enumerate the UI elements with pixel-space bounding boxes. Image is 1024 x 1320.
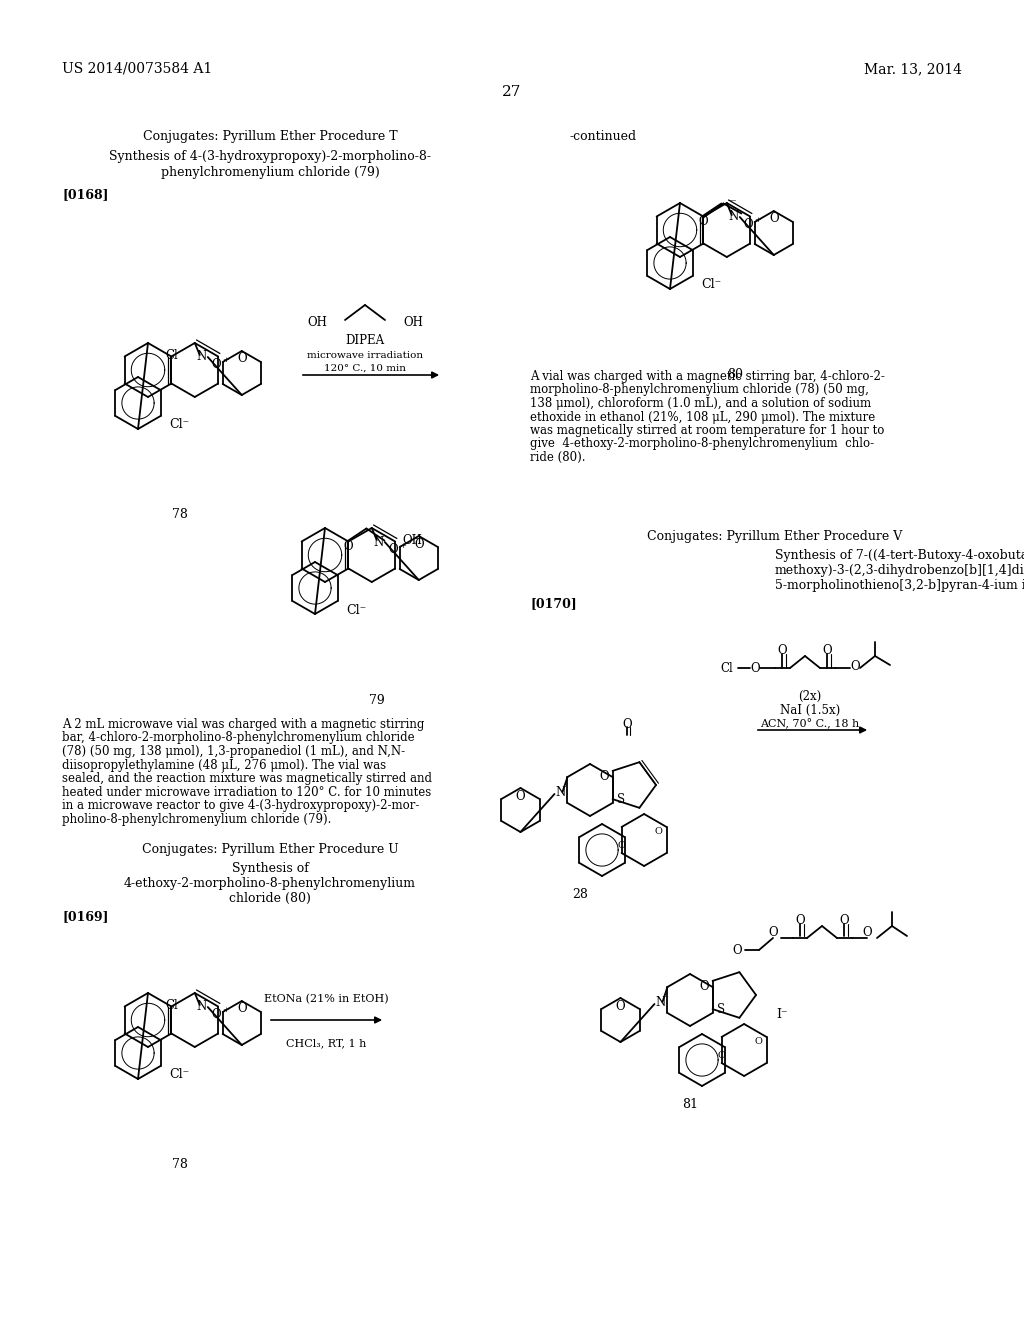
Text: —: — [727,197,735,205]
Text: O: O [777,644,786,656]
Text: 78: 78 [172,508,187,521]
Text: S: S [616,792,625,805]
Text: microwave irradiation: microwave irradiation [307,351,423,359]
Text: methoxy)-3-(2,3-dihydrobenzo[b][1,4]dioxin-6-yl)-: methoxy)-3-(2,3-dihydrobenzo[b][1,4]diox… [775,564,1024,577]
Text: O: O [414,537,424,550]
Text: OH: OH [403,315,423,329]
Text: Conjugates: Pyrillum Ether Procedure U: Conjugates: Pyrillum Ether Procedure U [141,843,398,855]
Text: bar, 4-chloro-2-morpholino-8-phenylchromenylium chloride: bar, 4-chloro-2-morpholino-8-phenylchrom… [62,731,415,744]
Text: chloride (80): chloride (80) [229,892,311,906]
Text: O: O [344,540,353,553]
Text: O: O [768,925,778,939]
Text: Synthesis of: Synthesis of [231,862,308,875]
Text: O: O [822,644,831,656]
Text: DIPEA: DIPEA [345,334,385,346]
Text: was magnetically stirred at room temperature for 1 hour to: was magnetically stirred at room tempera… [530,424,885,437]
Text: O: O [840,913,849,927]
Text: A vial was charged with a magnetic stirring bar, 4-chloro-2-: A vial was charged with a magnetic stirr… [530,370,885,383]
Text: I⁻: I⁻ [776,1008,787,1022]
Text: ethoxide in ethanol (21%, 108 μL, 290 μmol). The mixture: ethoxide in ethanol (21%, 108 μL, 290 μm… [530,411,876,424]
Text: US 2014/0073584 A1: US 2014/0073584 A1 [62,62,212,77]
Text: Cl⁻: Cl⁻ [170,1068,189,1081]
Text: O: O [600,771,609,784]
Text: N: N [374,536,384,549]
Text: N: N [197,351,207,363]
Text: give  4-ethoxy-2-morpholino-8-phenylchromenylium  chlo-: give 4-ethoxy-2-morpholino-8-phenylchrom… [530,437,874,450]
Text: O: O [718,1051,726,1060]
Text: Synthesis of 7-((4-tert-Butoxy-4-oxobutanoyloxy): Synthesis of 7-((4-tert-Butoxy-4-oxobuta… [775,549,1024,562]
Text: 81: 81 [682,1098,698,1111]
Text: Synthesis of 4-(3-hydroxypropoxy)-2-morpholino-8-: Synthesis of 4-(3-hydroxypropoxy)-2-morp… [109,150,431,162]
Text: ACN, 70° C., 18 h: ACN, 70° C., 18 h [761,718,859,730]
Text: pholino-8-phenylchromenylium chloride (79).: pholino-8-phenylchromenylium chloride (7… [62,813,332,825]
Text: NaI (1.5x): NaI (1.5x) [780,704,840,717]
Text: O: O [699,981,710,994]
Text: O: O [654,828,663,837]
Text: 79: 79 [369,693,385,706]
Text: OH: OH [402,535,422,546]
Text: N: N [655,995,666,1008]
Text: (2x): (2x) [799,689,821,702]
Text: O: O [732,944,741,957]
Text: N: N [729,210,739,223]
Text: O: O [750,661,760,675]
Text: A 2 mL microwave vial was charged with a magnetic stirring: A 2 mL microwave vial was charged with a… [62,718,424,731]
Text: 4-ethoxy-2-morpholino-8-phenylchromenylium: 4-ethoxy-2-morpholino-8-phenylchromenyli… [124,876,416,890]
Text: Cl: Cl [165,999,178,1012]
Text: EtONa (21% in EtOH): EtONa (21% in EtOH) [264,994,388,1005]
Text: [0169]: [0169] [62,909,109,923]
Text: O: O [755,1038,763,1047]
Text: O: O [615,999,626,1012]
Text: Cl: Cl [165,348,178,362]
Text: +: + [398,541,406,549]
Text: phenylchromenylium chloride (79): phenylchromenylium chloride (79) [161,166,379,180]
Text: +: + [222,1006,228,1015]
Text: O: O [211,1008,221,1020]
Text: N: N [555,785,565,799]
Text: O: O [388,543,398,556]
Text: O: O [862,925,871,939]
Text: Cl⁻: Cl⁻ [347,603,367,616]
Text: in a microwave reactor to give 4-(3-hydroxypropoxy)-2-mor-: in a microwave reactor to give 4-(3-hydr… [62,799,420,812]
Text: 138 μmol), chloroform (1.0 mL), and a solution of sodium: 138 μmol), chloroform (1.0 mL), and a so… [530,397,871,411]
Text: O: O [850,660,859,672]
Text: O: O [769,213,778,226]
Text: CHCl₃, RT, 1 h: CHCl₃, RT, 1 h [286,1038,367,1048]
Text: 28: 28 [572,888,588,902]
Text: Conjugates: Pyrillum Ether Procedure T: Conjugates: Pyrillum Ether Procedure T [142,129,397,143]
Text: N: N [197,1001,207,1014]
Text: 80: 80 [727,368,742,381]
Text: 27: 27 [503,84,521,99]
Text: O: O [237,352,247,366]
Text: Conjugates: Pyrillum Ether Procedure V: Conjugates: Pyrillum Ether Procedure V [647,531,902,543]
Text: Cl⁻: Cl⁻ [701,279,722,292]
Text: heated under microwave irradiation to 120° C. for 10 minutes: heated under microwave irradiation to 12… [62,785,431,799]
Text: +: + [222,356,228,364]
Text: O: O [211,358,221,371]
Text: +: + [754,216,761,224]
Text: -continued: -continued [570,129,637,143]
Text: (78) (50 mg, 138 μmol), 1,3-propanediol (1 mL), and N,N-: (78) (50 mg, 138 μmol), 1,3-propanediol … [62,744,406,758]
Text: Cl: Cl [720,661,733,675]
Text: O: O [623,718,632,731]
Text: Mar. 13, 2014: Mar. 13, 2014 [864,62,962,77]
Text: Cl⁻: Cl⁻ [170,418,189,432]
Text: OH: OH [307,315,327,329]
Text: sealed, and the reaction mixture was magnetically stirred and: sealed, and the reaction mixture was mag… [62,772,432,785]
Text: 5-morpholinothieno[3,2-b]pyran-4-ium iodide (81): 5-morpholinothieno[3,2-b]pyran-4-ium iod… [775,579,1024,591]
Text: ride (80).: ride (80). [530,451,586,465]
Text: 120° C., 10 min: 120° C., 10 min [324,363,406,372]
Text: O: O [237,1002,247,1015]
Text: diisopropylethylamine (48 μL, 276 μmol). The vial was: diisopropylethylamine (48 μL, 276 μmol).… [62,759,386,771]
Text: O: O [698,215,709,228]
Text: O: O [516,789,525,803]
Text: morpholino-8-phenylchromenylium chloride (78) (50 mg,: morpholino-8-phenylchromenylium chloride… [530,384,869,396]
Text: O: O [617,841,626,850]
Text: S: S [717,1003,725,1015]
Text: O: O [796,913,805,927]
Text: [0170]: [0170] [530,597,577,610]
Text: O: O [743,218,753,231]
Text: [0168]: [0168] [62,187,109,201]
Text: 78: 78 [172,1159,187,1172]
